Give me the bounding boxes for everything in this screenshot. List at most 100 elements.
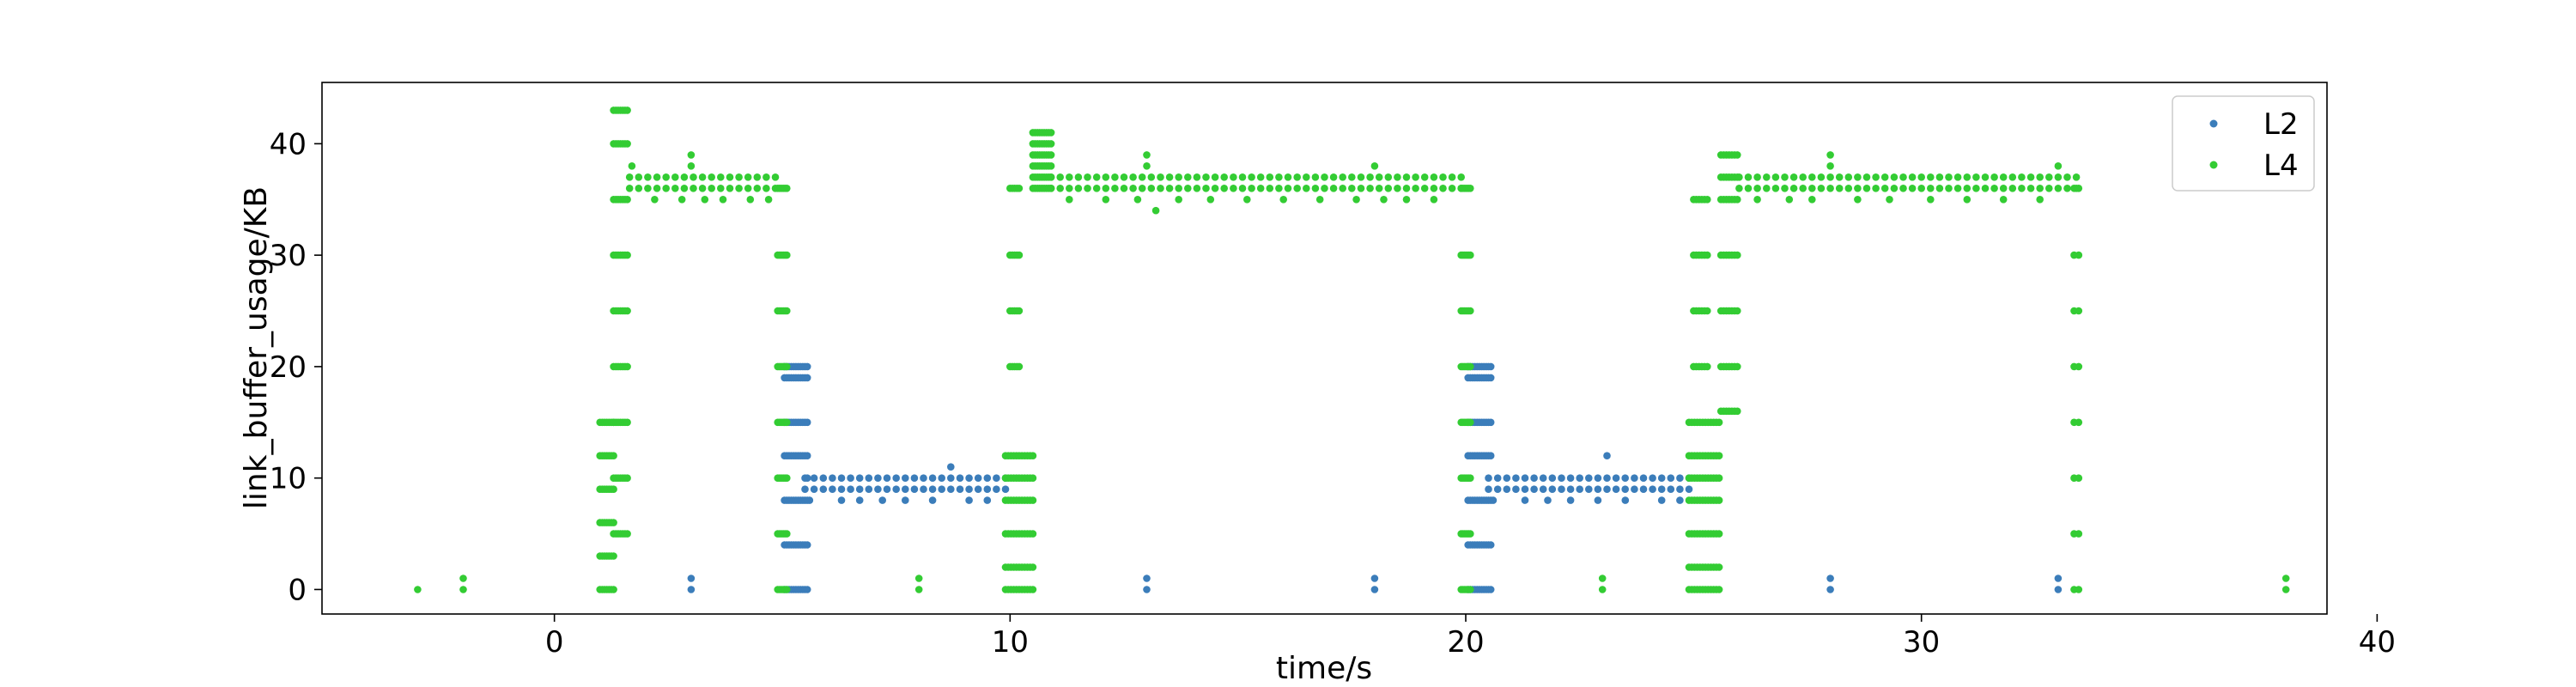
data-point-l4 — [1175, 173, 1182, 181]
data-point-l4 — [1084, 173, 1091, 181]
y-tick-label: 40 — [270, 127, 307, 161]
data-point-l4 — [1375, 185, 1383, 192]
data-point-l2 — [2054, 575, 2063, 582]
data-point-l4 — [1734, 407, 1741, 416]
data-point-l4 — [1243, 196, 1251, 204]
data-point-l4 — [1102, 196, 1110, 204]
data-point-l4 — [1311, 185, 1320, 192]
data-point-l4 — [1467, 307, 1474, 315]
data-point-l4 — [1972, 185, 1980, 192]
data-point-l4 — [1835, 173, 1844, 181]
data-point-l2 — [865, 485, 873, 493]
data-point-l2 — [1603, 452, 1611, 459]
data-point-l2 — [965, 485, 973, 493]
data-point-l4 — [1266, 173, 1274, 181]
data-point-l4 — [1430, 173, 1438, 181]
data-point-l4 — [671, 173, 679, 181]
data-point-l2 — [910, 485, 919, 493]
data-point-l2 — [1539, 485, 1547, 493]
data-point-l4 — [1047, 151, 1055, 159]
data-point-l4 — [623, 307, 631, 315]
data-point-l2 — [928, 496, 937, 504]
data-point-l4 — [1953, 173, 1962, 181]
data-point-l4 — [1598, 586, 1607, 593]
data-point-l2 — [1585, 485, 1593, 493]
data-point-l2 — [1503, 485, 1511, 493]
data-point-l4 — [1293, 185, 1301, 192]
data-point-l4 — [1157, 173, 1164, 181]
data-point-l4 — [1448, 173, 1456, 181]
data-point-l4 — [2075, 307, 2083, 315]
data-point-l2 — [1676, 496, 1684, 504]
data-point-l4 — [1147, 173, 1156, 181]
data-point-l4 — [1184, 185, 1192, 192]
data-point-l2 — [1485, 485, 1492, 493]
data-point-l2 — [1594, 485, 1602, 493]
data-point-l2 — [1603, 485, 1611, 493]
data-point-l4 — [690, 173, 697, 181]
data-point-l2 — [865, 474, 873, 482]
data-point-l4 — [1467, 362, 1474, 371]
data-point-l2 — [1566, 485, 1575, 493]
data-point-l4 — [1111, 185, 1119, 192]
data-point-l4 — [914, 575, 923, 582]
data-point-l4 — [1248, 173, 1255, 181]
data-point-l4 — [610, 552, 617, 560]
data-point-l4 — [1808, 173, 1816, 181]
data-point-l4 — [1781, 185, 1789, 192]
x-tick-label: 20 — [1447, 625, 1484, 660]
data-point-l4 — [1854, 173, 1862, 181]
data-point-l2 — [938, 474, 945, 482]
data-point-l4 — [625, 173, 634, 181]
legend-label-l2: L2 — [2263, 107, 2299, 142]
data-point-l4 — [623, 474, 631, 482]
data-point-l2 — [1639, 474, 1648, 482]
data-point-l4 — [1715, 563, 1723, 571]
data-point-l4 — [1715, 586, 1723, 593]
data-point-l4 — [726, 185, 734, 192]
data-point-l4 — [735, 173, 743, 181]
data-point-l4 — [744, 185, 752, 192]
data-point-l4 — [1854, 196, 1862, 204]
data-point-l2 — [1558, 474, 1565, 482]
data-point-l4 — [1735, 173, 1743, 181]
data-point-l4 — [1935, 173, 1944, 181]
data-point-l4 — [1275, 185, 1283, 192]
x-tick-label: 10 — [992, 625, 1029, 660]
data-point-l4 — [1890, 173, 1899, 181]
data-point-l2 — [1594, 474, 1602, 482]
data-point-l2 — [1566, 496, 1575, 504]
data-point-l4 — [1370, 162, 1379, 170]
data-point-l2 — [810, 474, 818, 482]
data-point-l4 — [726, 173, 734, 181]
data-point-l4 — [653, 185, 661, 192]
data-point-l4 — [1202, 173, 1210, 181]
data-point-l2 — [920, 474, 927, 482]
data-point-l4 — [1826, 185, 1834, 192]
data-point-l4 — [459, 575, 467, 582]
data-point-l2 — [1585, 474, 1593, 482]
data-point-l2 — [1576, 485, 1583, 493]
data-point-l2 — [829, 485, 836, 493]
data-point-l4 — [2075, 586, 2083, 593]
data-point-l2 — [1612, 485, 1620, 493]
data-point-l4 — [1029, 586, 1037, 593]
data-point-l4 — [1467, 185, 1474, 192]
y-axis: 0 10 20 30 40 — [270, 127, 322, 607]
data-point-l4 — [783, 530, 791, 538]
data-point-l4 — [1143, 162, 1151, 170]
data-point-l4 — [1854, 185, 1862, 192]
data-point-l4 — [783, 251, 791, 259]
data-point-l4 — [1047, 140, 1055, 148]
data-point-l2 — [803, 541, 811, 549]
data-point-l2 — [928, 474, 937, 482]
data-point-l4 — [687, 162, 696, 170]
data-point-l4 — [1375, 173, 1383, 181]
data-point-l2 — [983, 474, 992, 482]
y-tick-label: 10 — [270, 462, 307, 496]
data-point-l4 — [1120, 185, 1128, 192]
data-point-l2 — [847, 485, 854, 493]
data-point-l4 — [623, 251, 631, 259]
data-point-l4 — [1990, 173, 1998, 181]
data-point-l4 — [1047, 185, 1055, 192]
